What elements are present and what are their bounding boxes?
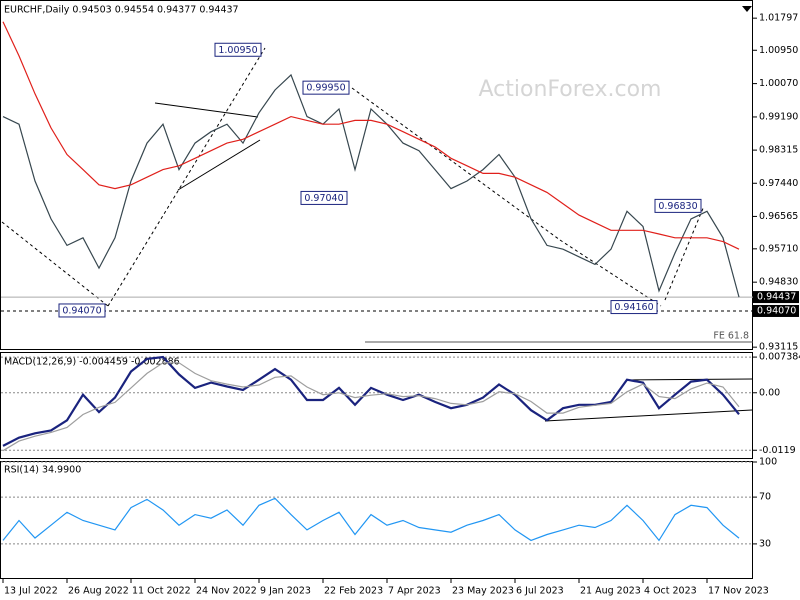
x-tick-label: 9 Jan 2023 [260, 586, 311, 597]
trend-line [664, 205, 705, 301]
chart-title: RSI(14) 34.9900 [4, 465, 81, 476]
y-tick-label: 1.01797 [759, 13, 798, 24]
y-tick-label: 0.98315 [759, 145, 798, 156]
y-tick-label: 0.99190 [759, 111, 798, 122]
series-line [2, 21, 740, 250]
y-tick-label: 0.93115 [759, 342, 798, 353]
y-tick-label: 100 [759, 457, 777, 468]
x-tick-label: 22 Feb 2023 [324, 586, 383, 597]
x-tick-label: 13 Jul 2022 [4, 586, 58, 597]
triangle-line [177, 139, 261, 191]
annotation-label: 0.99950 [306, 83, 345, 94]
fe-label: FE 61.8 [713, 331, 749, 342]
annotation-box [214, 42, 262, 57]
x-tick-label: 6 Jul 2023 [516, 586, 564, 597]
annotation-box [302, 80, 350, 95]
annotation-box [58, 303, 106, 318]
x-tick-label: 23 May 2023 [452, 586, 514, 597]
price-label: 0.94070 [757, 305, 796, 316]
rsi-panel [0, 461, 753, 579]
triangle-line [154, 102, 259, 118]
y-tick-label: 0.96565 [759, 211, 798, 222]
trend-line [107, 47, 266, 307]
y-tick-label: 0.94830 [759, 277, 798, 288]
annotation-label: 0.96830 [658, 201, 697, 212]
annotation-box [610, 300, 658, 315]
y-tick-label: 30 [759, 538, 771, 549]
price-label: 0.94437 [757, 292, 796, 303]
x-tick-label: 4 Oct 2023 [644, 586, 697, 597]
trend-line [1, 221, 109, 307]
x-tick-label: 11 Oct 2022 [132, 586, 191, 597]
annotation-box [654, 198, 702, 213]
price-panel [0, 0, 753, 350]
annotation-label: 0.94070 [62, 305, 101, 316]
x-tick-label: 21 Aug 2023 [580, 586, 641, 597]
x-tick-label: 26 Aug 2022 [68, 586, 129, 597]
y-tick-label: 0.97440 [759, 178, 798, 189]
y-tick-label: 0.00 [759, 387, 780, 398]
y-tick-label: 1.00070 [759, 78, 798, 89]
menu-icon[interactable] [742, 6, 752, 12]
macd-trend-line [626, 378, 753, 381]
series-line [2, 355, 740, 447]
x-tick-label: 24 Nov 2022 [196, 586, 257, 597]
drawings [1, 47, 753, 422]
series-line [2, 362, 740, 452]
annotation-box [300, 190, 348, 205]
macd-panel [0, 352, 753, 459]
y-tick-label: -0.0119 [759, 445, 796, 456]
y-tick-label: 0.007384 [759, 352, 800, 363]
annotation-label: 0.94160 [614, 302, 653, 313]
chart-title: MACD(12,26,9) -0.004459 -0.002886 [4, 357, 180, 368]
chart-title: EURCHF,Daily 0.94503 0.94554 0.94377 0.9… [4, 5, 239, 16]
series-line [2, 497, 740, 542]
trend-line [559, 239, 662, 307]
trend-line [351, 87, 561, 241]
y-tick-label: 1.00950 [759, 45, 798, 56]
annotation-label: 0.97040 [304, 193, 343, 204]
y-tick-label: 0.95710 [759, 243, 798, 254]
x-tick-label: 7 Apr 2023 [388, 586, 441, 597]
price-label-box [753, 304, 799, 317]
watermark: ActionForex.com [479, 77, 662, 102]
x-tick-label: 17 Nov 2023 [708, 586, 769, 597]
series-line [2, 73, 740, 298]
price-label-box [753, 291, 799, 304]
y-tick-label: 70 [759, 492, 771, 503]
annotation-label: 1.00950 [218, 45, 257, 56]
macd-trend-line [544, 409, 753, 422]
